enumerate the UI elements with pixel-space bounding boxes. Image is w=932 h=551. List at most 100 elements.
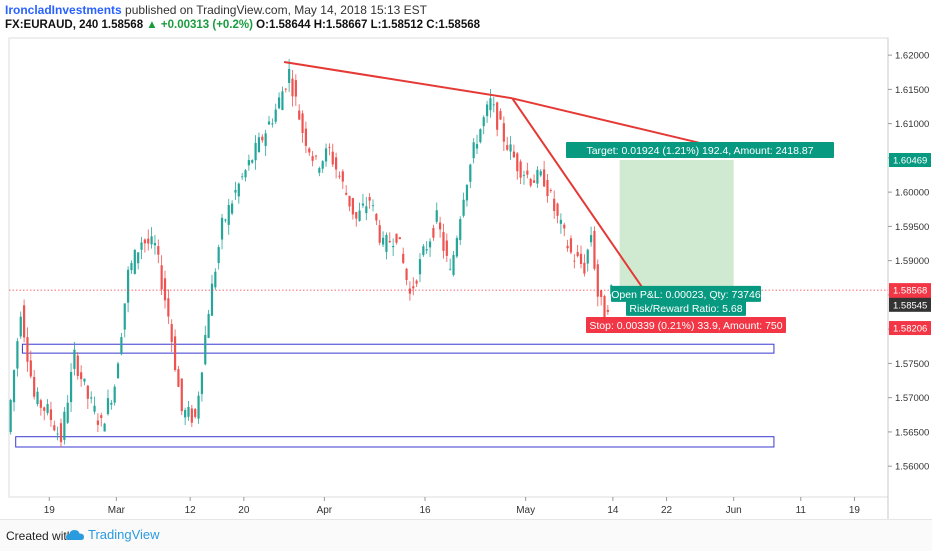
stop-label: Stop: 0.00339 (0.21%) 33.9, Amount: 750 (586, 317, 786, 334)
candle-body (167, 298, 170, 317)
stop-label-bg (586, 317, 786, 334)
publish-line: IroncladInvestments published on Trading… (5, 3, 427, 17)
candle-body (231, 203, 234, 214)
candle-body (9, 399, 12, 433)
candle-body (241, 176, 244, 178)
last-price-label: 1.58568 (893, 286, 927, 297)
candle-body (33, 376, 36, 397)
candles (9, 59, 613, 448)
rr-label-bg (626, 299, 746, 316)
candle-body (150, 236, 153, 245)
candle-body (22, 305, 26, 338)
candle-body (113, 386, 116, 403)
candle-body (321, 161, 324, 169)
candle-body (408, 288, 412, 294)
candle-body (106, 398, 110, 415)
candle-body (371, 205, 375, 207)
candle-body (405, 268, 408, 280)
candle-body (207, 313, 210, 338)
candle-body (331, 151, 334, 165)
candle-body (308, 148, 311, 153)
x-tick-label: 12 (185, 505, 197, 516)
candle-body (465, 184, 469, 201)
candle-body (328, 146, 331, 148)
candle-body (83, 378, 86, 382)
y-tick-label: 1.59000 (895, 256, 929, 267)
change-value: +0.00313 (+0.2%) (160, 19, 253, 31)
candle-body (267, 121, 271, 125)
candle-body (173, 336, 177, 371)
y-tick-label: 1.59500 (895, 222, 929, 233)
candle-body (375, 213, 378, 221)
candle-body (496, 102, 499, 130)
candle-body (204, 334, 207, 365)
support-zone (21, 343, 775, 354)
candle-body (355, 212, 358, 219)
candle-body (566, 245, 569, 249)
stop-price-label: 1.58206 (893, 324, 927, 335)
x-tick-label: Mar (108, 505, 126, 516)
candle-body (291, 78, 294, 97)
candle-body (237, 183, 240, 197)
candle-body (80, 372, 83, 380)
candle-body (137, 252, 140, 264)
candle-body (600, 290, 603, 297)
candle-body (170, 324, 173, 342)
candle-body (257, 137, 261, 152)
x-tick-label: 19 (44, 505, 56, 516)
x-tick-label: Jun (726, 505, 742, 516)
trendline (511, 97, 648, 295)
candle-body (59, 423, 63, 443)
candle-body (116, 363, 120, 379)
candle-body (512, 151, 516, 158)
y-tick-label: 1.57500 (895, 359, 929, 370)
candle-body (96, 420, 100, 425)
candle-body (472, 142, 475, 159)
tradingview-logo[interactable]: TradingView (66, 526, 160, 542)
candle-body (251, 160, 254, 163)
candle-body (499, 111, 502, 120)
candle-body (147, 238, 150, 244)
ohlc-open: O:1.58644 (256, 19, 311, 31)
candle-body (415, 280, 418, 284)
candle-body (603, 296, 606, 322)
author-link[interactable]: IroncladInvestments (5, 3, 122, 17)
candle-body (53, 425, 56, 431)
candle-body (180, 378, 183, 412)
candle-body (593, 230, 596, 269)
candle-body (311, 156, 314, 161)
candle-body (123, 303, 126, 330)
x-tick-label: 22 (661, 505, 673, 516)
candle-body (485, 104, 489, 117)
y-tick-label: 1.61000 (895, 119, 929, 130)
candle-body (264, 133, 267, 146)
candle-body (227, 204, 230, 225)
price-chart[interactable]: 1.560001.565001.570001.575001.580001.585… (0, 36, 932, 519)
stop-price-label-bg (889, 321, 931, 336)
candle-body (140, 242, 143, 250)
candle-body (361, 203, 365, 206)
x-tick-label: 11 (796, 505, 807, 516)
candle-body (76, 355, 79, 376)
candle-body (522, 175, 526, 177)
candle-body (341, 171, 344, 182)
candle-body (596, 264, 599, 297)
candle-body (365, 206, 368, 214)
candle-body (143, 239, 146, 244)
last-price: 1.58568 (101, 19, 144, 31)
candle-body (133, 249, 136, 274)
candle-body (244, 170, 247, 178)
target-price-label-bg (889, 153, 931, 168)
y-tick-label: 1.62000 (895, 51, 929, 62)
candle-body (130, 263, 133, 271)
candle-body (455, 238, 458, 257)
stop-label-text: Stop: 0.00339 (0.21%) 33.9, Amount: 750 (589, 320, 782, 332)
candle-body (492, 104, 495, 106)
candle-body (368, 197, 371, 201)
change-up-icon: ▲ (146, 19, 158, 31)
entry-price-label: 1.58545 (893, 300, 927, 311)
candle-body (184, 410, 187, 418)
candle-body (445, 240, 448, 256)
candle-body (220, 217, 224, 240)
candle-body (459, 219, 462, 240)
